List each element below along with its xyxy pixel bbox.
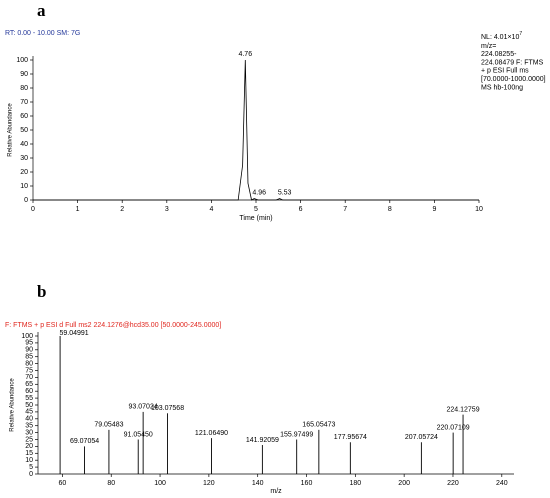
x-tick-label: 5 bbox=[254, 206, 258, 213]
y-tick-label: 85 bbox=[25, 354, 33, 361]
x-tick-label: 140 bbox=[252, 480, 264, 487]
y-tick-label: 90 bbox=[25, 347, 33, 354]
scan-info: MS hb-100ng bbox=[481, 84, 523, 91]
x-tick-label: 120 bbox=[203, 480, 215, 487]
peak-label: 93.07024 bbox=[129, 404, 158, 411]
panel-label: b bbox=[37, 282, 46, 301]
scan-info: 224.08479 F: FTMS bbox=[481, 59, 544, 66]
x-tick-label: 80 bbox=[107, 480, 115, 487]
scan-info: + p ESI Full ms bbox=[481, 68, 529, 75]
peak-label: 224.12759 bbox=[447, 407, 480, 414]
x-tick-label: 6 bbox=[299, 206, 303, 213]
x-tick-label: 0 bbox=[31, 206, 35, 213]
x-tick-label: 8 bbox=[388, 206, 392, 213]
y-tick-label: 100 bbox=[16, 57, 28, 64]
x-tick-label: 160 bbox=[301, 480, 313, 487]
chart-header: RT: 0.00 - 10.00 SM: 7G bbox=[5, 30, 80, 37]
y-axis-label: Relative Abundance bbox=[8, 103, 14, 157]
peak-label: 103.07568 bbox=[151, 405, 184, 412]
scan-info: 224.08255- bbox=[481, 51, 517, 58]
y-tick-label: 95 bbox=[25, 340, 33, 347]
y-tick-label: 20 bbox=[20, 169, 28, 176]
chart-header: F: FTMS + p ESI d Full ms2 224.1276@hcd3… bbox=[5, 322, 221, 329]
y-tick-label: 75 bbox=[25, 367, 33, 374]
y-tick-label: 60 bbox=[20, 113, 28, 120]
y-tick-label: 50 bbox=[20, 127, 28, 134]
peak-label: 4.76 bbox=[238, 51, 252, 58]
peak-label: 79.05483 bbox=[94, 422, 123, 429]
x-tick-label: 1 bbox=[76, 206, 80, 213]
y-tick-label: 40 bbox=[20, 141, 28, 148]
chromatogram-line bbox=[33, 59, 479, 201]
peak-label: 91.05450 bbox=[124, 431, 153, 438]
peak-label: 207.05724 bbox=[405, 434, 438, 441]
peak-label: 121.06490 bbox=[195, 430, 228, 437]
scan-info: [70.0000-1000.0000] bbox=[481, 76, 546, 83]
peak-label: 59.04991 bbox=[59, 330, 88, 337]
y-tick-label: 70 bbox=[25, 374, 33, 381]
x-tick-label: 60 bbox=[59, 480, 67, 487]
peak-label: 141.92059 bbox=[246, 437, 279, 444]
peak-label: 220.07109 bbox=[437, 424, 470, 431]
x-tick-label: 200 bbox=[398, 480, 410, 487]
peak-label: 177.95674 bbox=[334, 434, 367, 441]
nl-text: NL: 4.01×10 bbox=[481, 34, 519, 41]
x-tick-label: 9 bbox=[432, 206, 436, 213]
y-axis-label: Relative Abundance bbox=[10, 378, 16, 432]
peak-label: 5.53 bbox=[278, 189, 292, 196]
y-tick-label: 20 bbox=[25, 443, 33, 450]
peak-label: 165.05473 bbox=[302, 422, 335, 429]
peak-label: 69.07054 bbox=[70, 438, 99, 445]
x-axis-label: Time (min) bbox=[239, 215, 272, 222]
x-tick-label: 100 bbox=[154, 480, 166, 487]
peak-label: 155.97499 bbox=[280, 431, 313, 438]
y-tick-label: 35 bbox=[25, 423, 33, 430]
x-tick-label: 7 bbox=[343, 206, 347, 213]
x-tick-label: 180 bbox=[349, 480, 361, 487]
y-tick-label: 25 bbox=[25, 436, 33, 443]
x-tick-label: 4 bbox=[209, 206, 213, 213]
x-tick-label: 2 bbox=[120, 206, 124, 213]
y-tick-label: 65 bbox=[25, 381, 33, 388]
y-tick-label: 10 bbox=[20, 183, 28, 190]
x-axis-label: m/z bbox=[270, 488, 282, 495]
y-tick-label: 90 bbox=[20, 71, 28, 78]
y-tick-label: 15 bbox=[25, 450, 33, 457]
y-tick-label: 0 bbox=[29, 471, 33, 478]
y-tick-label: 5 bbox=[29, 464, 33, 471]
y-tick-label: 30 bbox=[20, 155, 28, 162]
x-tick-label: 10 bbox=[475, 206, 483, 213]
peak-label: 4.96 bbox=[252, 189, 266, 196]
y-tick-label: 70 bbox=[20, 99, 28, 106]
y-tick-label: 45 bbox=[25, 409, 33, 416]
y-tick-label: 100 bbox=[21, 333, 33, 340]
y-tick-label: 40 bbox=[25, 416, 33, 423]
y-tick-label: 60 bbox=[25, 388, 33, 395]
scan-info: m/z= bbox=[481, 43, 496, 50]
y-tick-label: 10 bbox=[25, 457, 33, 464]
y-tick-label: 50 bbox=[25, 402, 33, 409]
y-tick-label: 55 bbox=[25, 395, 33, 402]
y-tick-label: 80 bbox=[20, 85, 28, 92]
x-tick-label: 3 bbox=[165, 206, 169, 213]
normalization-level: NL: 4.01×107 bbox=[481, 31, 522, 41]
nl-exponent: 7 bbox=[519, 31, 522, 37]
y-tick-label: 80 bbox=[25, 360, 33, 367]
y-tick-label: 30 bbox=[25, 429, 33, 436]
x-tick-label: 220 bbox=[447, 480, 459, 487]
x-tick-label: 240 bbox=[496, 480, 508, 487]
y-tick-label: 0 bbox=[24, 197, 28, 204]
panel-label: a bbox=[37, 1, 46, 20]
